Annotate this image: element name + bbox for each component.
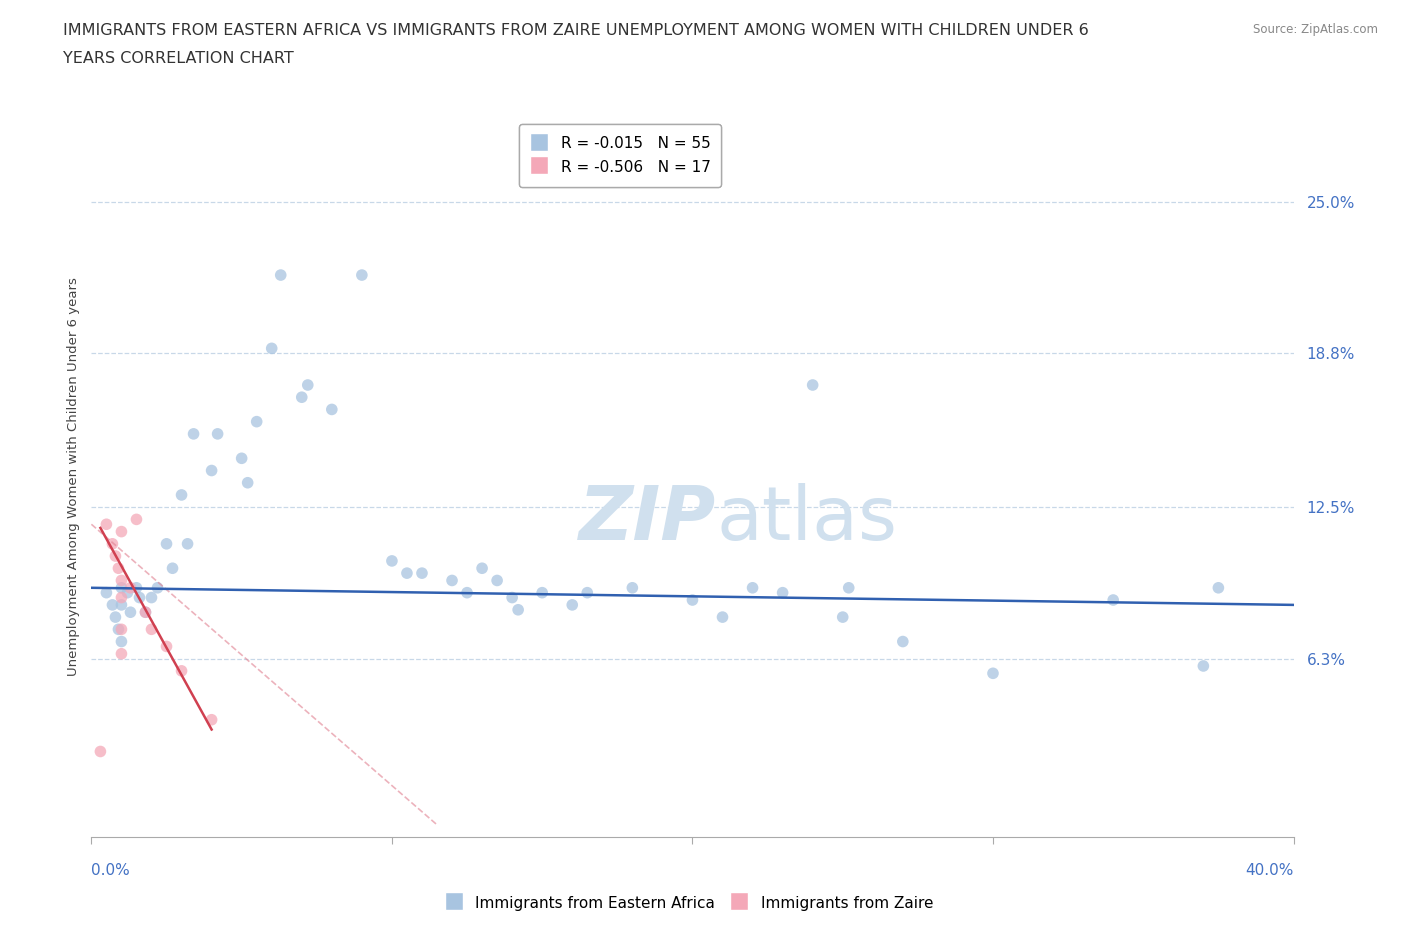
Point bbox=[120, 604, 142, 619]
Point bbox=[176, 537, 198, 551]
Text: YEARS CORRELATION CHART: YEARS CORRELATION CHART bbox=[63, 51, 294, 66]
Point bbox=[297, 378, 319, 392]
Point bbox=[104, 610, 127, 625]
Point bbox=[471, 561, 494, 576]
Point bbox=[201, 712, 224, 727]
Point bbox=[141, 591, 163, 605]
Point bbox=[681, 592, 703, 607]
Point bbox=[440, 573, 463, 588]
Point bbox=[772, 585, 794, 600]
Point bbox=[134, 604, 156, 619]
Point bbox=[501, 591, 523, 605]
Legend: Immigrants from Eastern Africa, Immigrants from Zaire: Immigrants from Eastern Africa, Immigran… bbox=[439, 888, 939, 918]
Point bbox=[141, 622, 163, 637]
Point bbox=[561, 597, 583, 612]
Legend: R = -0.015   N = 55, R = -0.506   N = 17: R = -0.015 N = 55, R = -0.506 N = 17 bbox=[519, 124, 721, 187]
Text: Source: ZipAtlas.com: Source: ZipAtlas.com bbox=[1253, 23, 1378, 36]
Point bbox=[508, 603, 530, 618]
Point bbox=[395, 565, 418, 580]
Point bbox=[741, 580, 763, 595]
Point bbox=[155, 639, 177, 654]
Point bbox=[101, 537, 124, 551]
Point bbox=[207, 427, 229, 442]
Point bbox=[101, 597, 124, 612]
Point bbox=[1102, 592, 1125, 607]
Point bbox=[381, 553, 404, 568]
Point bbox=[576, 585, 599, 600]
Point bbox=[981, 666, 1004, 681]
Text: ZIP: ZIP bbox=[579, 484, 717, 556]
Point bbox=[838, 580, 860, 595]
Point bbox=[170, 663, 193, 678]
Point bbox=[110, 634, 132, 649]
Point bbox=[110, 525, 132, 539]
Point bbox=[110, 573, 132, 588]
Point bbox=[231, 451, 253, 466]
Text: 40.0%: 40.0% bbox=[1246, 863, 1294, 878]
Point bbox=[1208, 580, 1230, 595]
Y-axis label: Unemployment Among Women with Children Under 6 years: Unemployment Among Women with Children U… bbox=[67, 277, 80, 676]
Point bbox=[201, 463, 224, 478]
Point bbox=[246, 414, 269, 429]
Text: IMMIGRANTS FROM EASTERN AFRICA VS IMMIGRANTS FROM ZAIRE UNEMPLOYMENT AMONG WOMEN: IMMIGRANTS FROM EASTERN AFRICA VS IMMIGR… bbox=[63, 23, 1090, 38]
Text: 0.0%: 0.0% bbox=[91, 863, 131, 878]
Point bbox=[183, 427, 205, 442]
Point bbox=[236, 475, 259, 490]
Point bbox=[531, 585, 554, 600]
Point bbox=[1192, 658, 1215, 673]
Point bbox=[107, 561, 129, 576]
Point bbox=[456, 585, 478, 600]
Point bbox=[120, 580, 142, 595]
Point bbox=[621, 580, 644, 595]
Point bbox=[125, 512, 148, 526]
Point bbox=[486, 573, 509, 588]
Point bbox=[89, 744, 111, 759]
Point bbox=[117, 585, 139, 600]
Point bbox=[110, 591, 132, 605]
Point bbox=[260, 341, 283, 356]
Point bbox=[110, 580, 132, 595]
Point bbox=[831, 610, 853, 625]
Point bbox=[125, 580, 148, 595]
Point bbox=[104, 549, 127, 564]
Text: atlas: atlas bbox=[717, 484, 897, 556]
Point bbox=[96, 585, 118, 600]
Point bbox=[110, 646, 132, 661]
Point bbox=[321, 402, 343, 417]
Point bbox=[146, 580, 169, 595]
Point bbox=[110, 622, 132, 637]
Point bbox=[110, 597, 132, 612]
Point bbox=[270, 268, 292, 283]
Point bbox=[411, 565, 433, 580]
Point bbox=[134, 604, 156, 619]
Point bbox=[291, 390, 314, 405]
Point bbox=[155, 537, 177, 551]
Point bbox=[128, 591, 150, 605]
Point bbox=[162, 561, 184, 576]
Point bbox=[350, 268, 373, 283]
Point bbox=[96, 517, 118, 532]
Point bbox=[891, 634, 914, 649]
Point bbox=[801, 378, 824, 392]
Point bbox=[107, 622, 129, 637]
Point bbox=[170, 487, 193, 502]
Point bbox=[711, 610, 734, 625]
